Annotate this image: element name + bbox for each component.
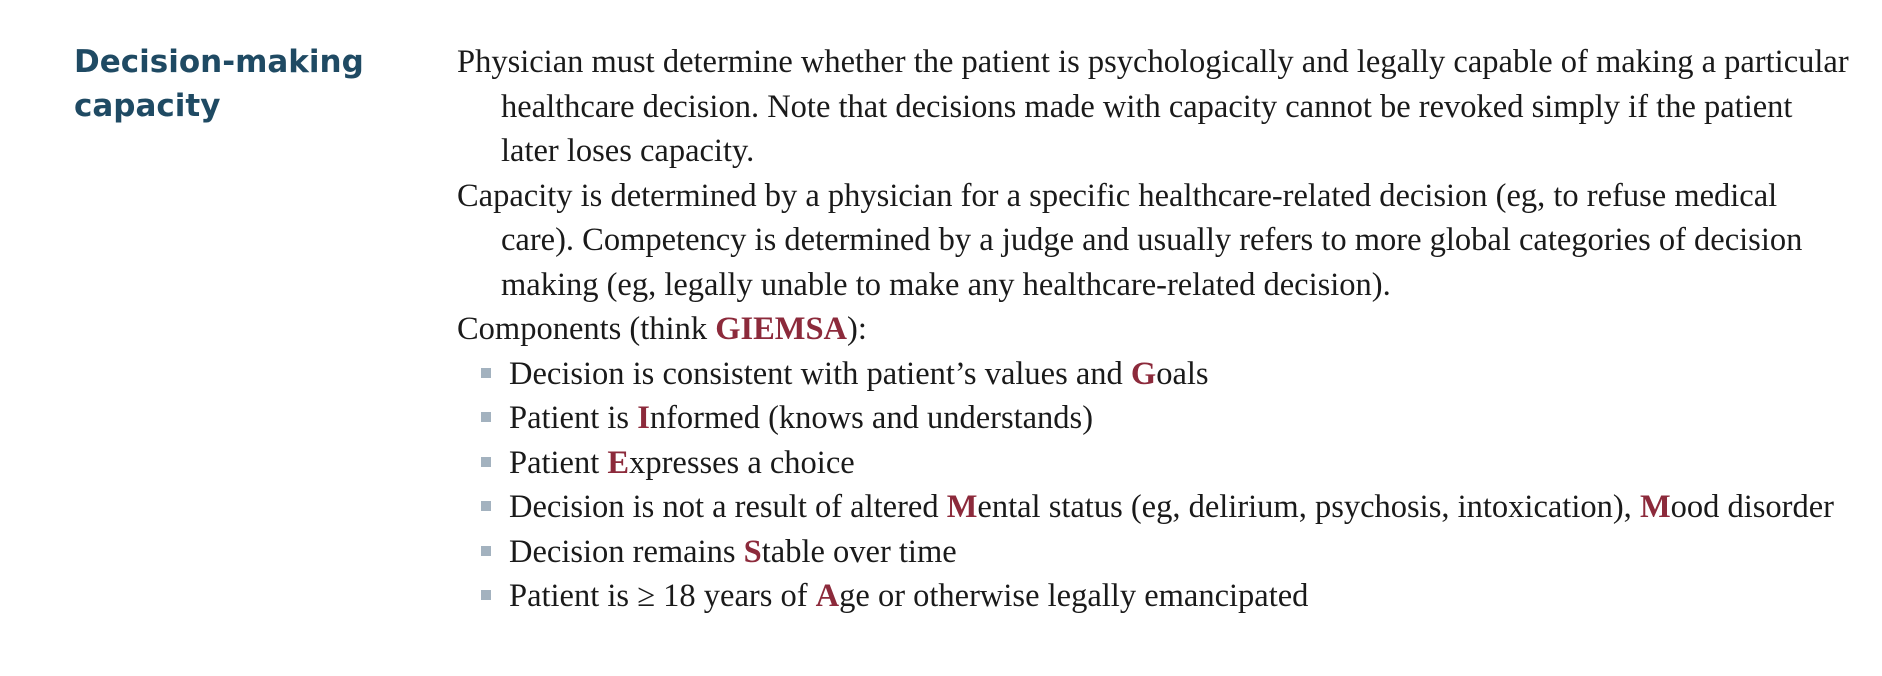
bullet-text: Patient is ≥ 18 years of [509,578,816,614]
bullet-text: oals [1156,355,1209,392]
square-bullet-icon [481,412,491,422]
square-bullet-icon [481,456,491,467]
paragraph-capacity-vs-competency: Capacity is determined by a physician fo… [457,177,1803,303]
mnemonic-letter: M [1639,489,1671,525]
square-bullet-icon [481,545,491,556]
bullet-text: xpresses a choice [629,444,855,481]
mnemonic-letter: I [637,400,650,436]
list-item: Patient is ≥ 18 years of Age or otherwis… [457,574,1857,619]
bullet-text: Decision is consistent with patient’s va… [509,355,1131,392]
list-item: Patient is Informed (knows and understan… [457,396,1857,441]
square-bullet-icon [481,501,491,511]
square-bullet-icon [481,590,491,600]
bullet-text: Patient [509,444,608,481]
components-suffix: ): [847,311,867,347]
list-item: Decision remains Stable over time [457,530,1857,575]
mnemonic-letter: S [743,533,762,570]
bullet-text: Decision remains [509,533,744,570]
bullet-text: Decision is not a result of altered [509,489,947,525]
components-line: Components (think GIEMSA): [457,307,1857,352]
mnemonic-letter: E [607,444,630,481]
bullet-text: table over time [761,533,957,570]
paragraph-capability: Physician must determine whether the pat… [457,44,1849,169]
components-list: Decision is consistent with patient’s va… [457,352,1857,619]
bullet-text: ge or otherwise legally emancipated [839,578,1309,614]
bullet-text: Patient is [509,400,638,436]
square-bullet-icon [481,367,491,378]
mnemonic-letter: M [946,489,978,525]
list-item: Patient Expresses a choice [457,441,1857,486]
components-prefix: Components (think [457,311,716,347]
bullet-text: ental status (eg, delirium, psychosis, i… [977,489,1640,525]
list-item: Decision is not a result of altered Ment… [457,485,1857,530]
mnemonic-letter: A [815,578,840,614]
list-item: Decision is consistent with patient’s va… [457,352,1857,397]
mnemonic-word: GIEMSA [715,311,848,347]
mnemonic-letter: G [1130,355,1157,392]
definition-content: Physician must determine whether the pat… [457,40,1857,619]
bullet-text: nformed (knows and understands) [649,400,1094,436]
term-heading: Decision-making capacity [74,44,364,124]
bullet-text: ood disorder [1670,489,1834,525]
